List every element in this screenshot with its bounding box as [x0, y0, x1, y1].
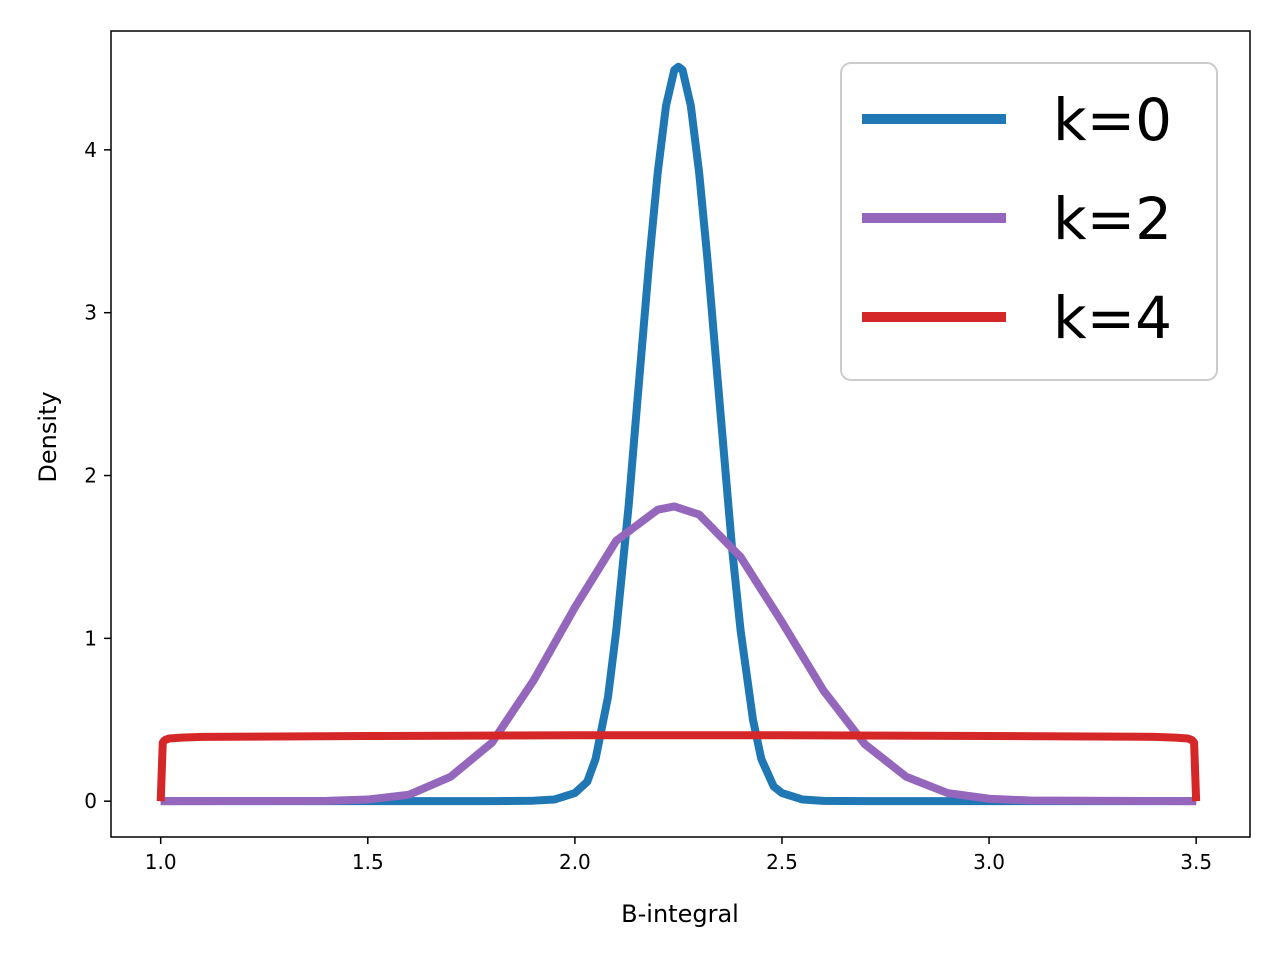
series-line-k-4	[156, 731, 1201, 802]
legend-label: k=0	[1053, 86, 1172, 154]
x-axis: 1.0 1.5 2.0 2.5 3.0 3.5	[145, 837, 1212, 874]
legend-label: k=4	[1053, 284, 1172, 352]
plot-frame	[110, 30, 1251, 838]
series-line-k-0	[160, 62, 1197, 806]
x-tick-label: 3.0	[973, 850, 1005, 874]
y-tick-label: 1	[84, 626, 97, 650]
x-tick-label: 2.0	[559, 850, 591, 874]
x-tick-label: 1.0	[145, 850, 177, 874]
legend-box	[840, 62, 1218, 381]
legend: k=0 k=2 k=4	[840, 62, 1218, 381]
series-line-k-2	[160, 502, 1197, 806]
legend-label: k=2	[1053, 185, 1172, 253]
x-axis-label: B-integral	[621, 900, 739, 928]
series-layer	[156, 62, 1201, 806]
x-tick-label: 3.5	[1180, 850, 1212, 874]
x-tick-label: 1.5	[352, 850, 384, 874]
y-tick-label: 3	[84, 301, 97, 325]
y-axis-label: Density	[34, 391, 62, 482]
y-tick-label: 4	[84, 138, 97, 162]
y-axis: 0 1 2 3 4	[84, 138, 111, 813]
x-tick-label: 2.5	[766, 850, 798, 874]
y-tick-label: 2	[84, 464, 97, 488]
y-tick-label: 0	[84, 789, 97, 813]
